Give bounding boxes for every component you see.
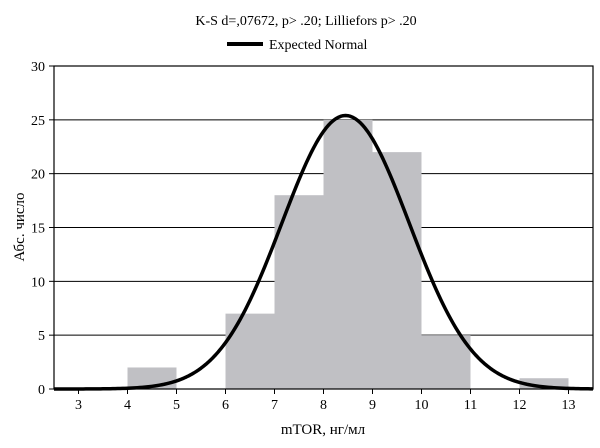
histogram-bars [127, 119, 569, 389]
legend-label: Expected Normal [269, 38, 367, 53]
legend: Expected Normal [227, 38, 367, 53]
y-tick-label: 20 [31, 168, 45, 183]
x-tick-label: 5 [173, 398, 180, 413]
histogram-bar [323, 119, 373, 389]
y-tick-label: 10 [31, 275, 45, 290]
y-tick-label: 0 [38, 383, 45, 398]
x-tick-label: 11 [464, 398, 477, 413]
histogram-bar [225, 313, 275, 389]
y-tick-label: 25 [31, 114, 45, 129]
chart-title: K-S d=,07672, p> .20; Lilliefors p> .20 [195, 14, 416, 29]
x-tick-label: 8 [320, 398, 327, 413]
x-tick-label: 10 [415, 398, 429, 413]
x-tick-label: 7 [271, 398, 278, 413]
x-axis-ticks: 3 4 5 6 7 8 9 10 11 12 13 [75, 389, 576, 413]
y-axis-title: Абс. число [12, 192, 28, 261]
histogram-bar [421, 335, 471, 389]
x-tick-label: 9 [369, 398, 376, 413]
histogram-bar [519, 378, 569, 389]
x-tick-label: 4 [124, 398, 131, 413]
y-tick-label: 30 [31, 60, 45, 75]
expected-normal-curve [54, 113, 594, 391]
x-tick-label: 13 [562, 398, 576, 413]
x-tick-label: 3 [75, 398, 82, 413]
y-axis-ticks: 0 5 10 15 20 25 30 [31, 60, 54, 398]
histogram-bar [274, 195, 324, 389]
y-tick-label: 15 [31, 222, 45, 237]
x-axis-title: mTOR, нг/мл [281, 422, 366, 438]
y-tick-label: 5 [38, 329, 45, 344]
x-tick-label: 12 [513, 398, 527, 413]
x-tick-label: 6 [222, 398, 229, 413]
